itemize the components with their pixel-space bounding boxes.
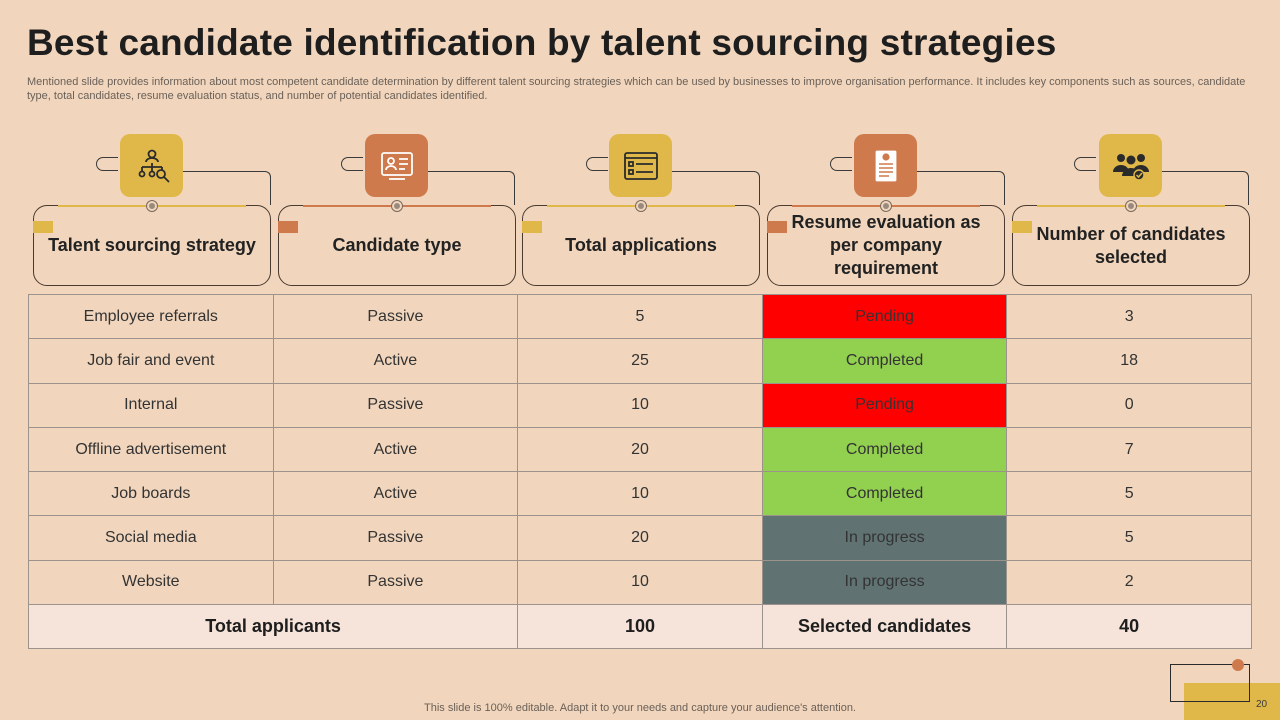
status-cell: In progress <box>761 559 1008 606</box>
connector-right <box>916 171 1005 205</box>
applications-cell: 10 <box>517 382 763 428</box>
table-row: Internal Passive 10 Pending 0 <box>28 382 1252 428</box>
status-cell: Completed <box>761 471 1008 517</box>
candidate-type-cell: Active <box>272 338 519 384</box>
table-row: Offline advertisement Active 20 Completed 7 <box>28 426 1252 473</box>
status-cell: Pending <box>761 293 1008 340</box>
table-row: Job boards Active 10 Completed 5 <box>28 471 1252 517</box>
candidate-type-cell: Active <box>272 471 519 517</box>
selected-cell: 0 <box>1006 382 1252 428</box>
corner-outline <box>1170 664 1250 702</box>
strategy-cell: Website <box>28 559 274 606</box>
total-applicants-label: Total applicants <box>27 604 519 650</box>
connector-right <box>183 171 271 205</box>
header-candidate-type: Candidate type <box>278 200 516 286</box>
application-form-icon <box>609 134 672 197</box>
selected-cell: 2 <box>1006 559 1252 606</box>
connector-right <box>672 171 760 205</box>
applications-cell: 20 <box>517 515 763 561</box>
header-talent-sourcing-strategy: Talent sourcing strategy <box>33 200 271 286</box>
sourcing-table: Employee referrals Passive 5 Pending 3 Job fa… <box>27 293 1252 650</box>
slide-subtitle: Mentioned slide provides information abo… <box>27 76 1246 102</box>
strategy-cell: Employee referrals <box>28 293 274 340</box>
strategy-cell: Internal <box>28 382 274 428</box>
table-row: Job fair and event Active 25 Completed 18 <box>28 338 1252 384</box>
applications-cell: 25 <box>517 338 763 384</box>
applications-cell: 10 <box>517 471 763 517</box>
footer-note: This slide is 100% editable. Adapt it to… <box>424 702 856 714</box>
slide-title: Best candidate identification by talent … <box>27 22 1057 63</box>
applications-cell: 5 <box>517 293 763 340</box>
connector-right <box>427 171 515 205</box>
strategy-cell: Offline advertisement <box>28 426 274 473</box>
connector-left <box>586 157 608 171</box>
applications-cell: 10 <box>517 559 763 606</box>
strategy-cell: Social media <box>28 515 274 561</box>
connector-left <box>341 157 363 171</box>
table-row: Employee referrals Passive 5 Pending 3 <box>28 293 1252 340</box>
status-cell: Completed <box>761 426 1008 473</box>
connector-left <box>1074 157 1096 171</box>
candidate-type-cell: Active <box>272 426 519 473</box>
selected-cell: 5 <box>1006 515 1252 561</box>
selected-candidates-label: Selected candidates <box>761 604 1008 650</box>
candidate-type-cell: Passive <box>272 515 519 561</box>
corner-dot <box>1232 659 1244 671</box>
selected-candidates-value: 40 <box>1006 604 1252 650</box>
hierarchy-search-icon <box>120 134 183 197</box>
table-row: Social media Passive 20 In progress 5 <box>28 515 1252 561</box>
page-number: 20 <box>1256 699 1268 710</box>
applications-cell: 20 <box>517 426 763 473</box>
table-row: Website Passive 10 In progress 2 <box>28 559 1252 606</box>
candidate-type-cell: Passive <box>272 293 519 340</box>
status-cell: In progress <box>761 515 1008 561</box>
status-cell: Pending <box>761 382 1008 428</box>
header-candidates-selected: Number of candidates selected <box>1012 200 1250 286</box>
connector-left <box>96 157 118 171</box>
status-cell: Completed <box>761 338 1008 384</box>
total-applicants-value: 100 <box>517 604 763 650</box>
selected-cell: 3 <box>1006 293 1252 340</box>
strategy-cell: Job fair and event <box>28 338 274 384</box>
selected-cell: 5 <box>1006 471 1252 517</box>
totals-row: Total applicants 100 Selected candidates… <box>27 604 1252 650</box>
candidate-type-cell: Passive <box>272 382 519 428</box>
strategy-cell: Job boards <box>28 471 274 517</box>
candidate-profile-icon <box>365 134 428 197</box>
selected-cell: 7 <box>1006 426 1252 473</box>
header-total-applications: Total applications <box>522 200 760 286</box>
connector-right <box>1161 171 1249 205</box>
candidate-type-cell: Passive <box>272 559 519 606</box>
selected-cell: 18 <box>1006 338 1252 384</box>
resume-document-icon <box>854 134 917 197</box>
header-resume-evaluation: Resume evaluation as per company require… <box>767 200 1005 286</box>
connector-left <box>830 157 852 171</box>
group-selected-icon <box>1099 134 1162 197</box>
